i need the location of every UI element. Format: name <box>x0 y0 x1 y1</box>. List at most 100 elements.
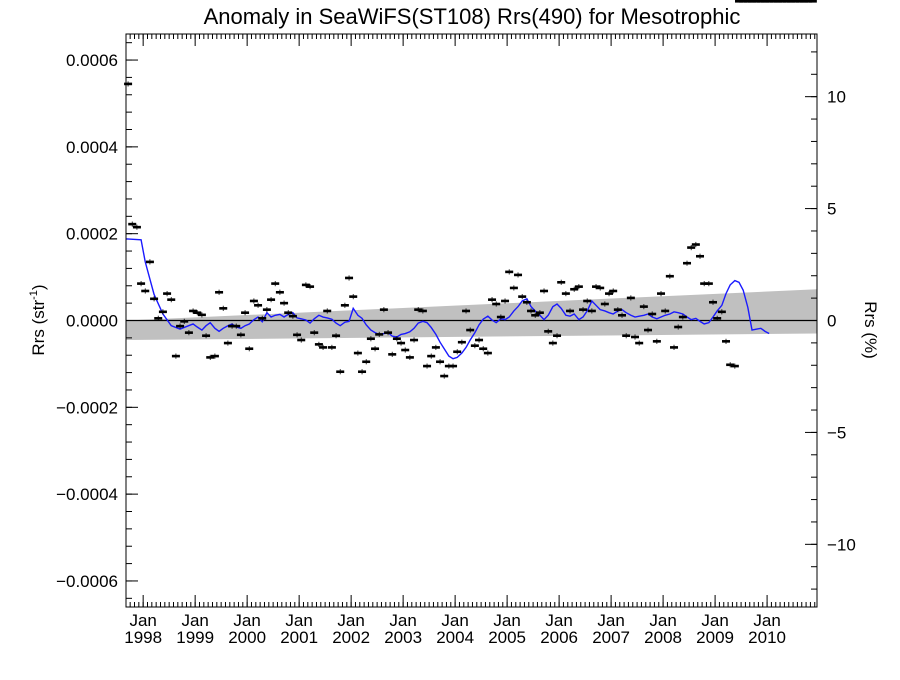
anomaly-point <box>258 315 267 321</box>
anomaly-point <box>496 314 505 320</box>
anomaly-point <box>353 350 362 356</box>
anomaly-point <box>414 307 423 313</box>
anomaly-point <box>232 323 241 329</box>
x-tick-year-label: 2008 <box>644 628 682 647</box>
left-axis-label-sup: -1 <box>28 290 40 300</box>
anomaly-point <box>193 310 202 316</box>
anomaly-point <box>301 282 310 288</box>
anomaly-point <box>492 301 501 307</box>
anomaly-point <box>275 289 284 295</box>
anomaly-point <box>808 0 817 3</box>
anomaly-point <box>483 350 492 356</box>
anomaly-point <box>566 308 575 314</box>
anomaly-point <box>648 311 657 317</box>
y2-tick-label: 0 <box>827 312 836 331</box>
anomaly-point <box>505 269 514 275</box>
x-tick-month-label: Jan <box>181 611 208 630</box>
anomaly-point <box>349 294 358 300</box>
anomaly-marker <box>787 0 795 3</box>
anomaly-point <box>392 336 401 342</box>
anomaly-point <box>379 307 388 313</box>
anomaly-point <box>202 333 211 339</box>
anomaly-point <box>700 280 709 287</box>
anomaly-point <box>678 314 687 320</box>
anomaly-point <box>297 337 306 343</box>
anomaly-point <box>613 307 622 313</box>
anomaly-point <box>319 344 328 351</box>
anomaly-point <box>145 259 154 265</box>
anomaly-point <box>254 302 263 308</box>
anomaly-point <box>778 0 787 3</box>
anomaly-point <box>223 340 232 346</box>
x-tick-year-label: 1998 <box>124 628 162 647</box>
anomaly-point <box>267 297 276 303</box>
anomaly-point <box>795 0 804 3</box>
x-tick-year-label: 2002 <box>332 628 370 647</box>
y-tick-label: 0.0002 <box>66 225 118 244</box>
x-tick-year-label: 2005 <box>488 628 526 647</box>
anomaly-point <box>397 340 406 346</box>
anomaly-point <box>670 344 679 351</box>
anomaly-point <box>522 299 531 305</box>
left-axis-label: Rrs (str-1) <box>28 284 48 355</box>
anomaly-point <box>323 308 332 314</box>
anomaly-marker <box>808 0 817 3</box>
x-tick-year-label: 2007 <box>592 628 630 647</box>
anomaly-marker <box>739 0 748 3</box>
anomaly-point <box>423 363 432 369</box>
chart-title: Anomaly in SeaWiFS(ST108) Rrs(490) for M… <box>204 4 741 29</box>
anomaly-point <box>713 315 722 321</box>
anomaly-point <box>366 336 375 342</box>
x-tick-year-label: 2010 <box>748 628 786 647</box>
anomaly-point <box>137 280 146 287</box>
anomaly-point <box>752 0 761 3</box>
anomaly-point <box>587 308 596 314</box>
anomaly-point <box>570 286 579 292</box>
anomaly-point <box>431 344 440 351</box>
x-tick-year-label: 2003 <box>384 628 422 647</box>
anomaly-point <box>427 353 436 359</box>
anomaly-point <box>739 0 748 3</box>
anomaly-point <box>652 338 661 344</box>
anomaly-point <box>518 294 527 300</box>
anomaly-marker <box>765 0 774 3</box>
anomaly-point <box>596 285 605 291</box>
y-tick-label: 0.0006 <box>66 51 118 70</box>
anomaly-point <box>197 312 206 318</box>
axes-layer: 0.0006 0.0004 0.0002 0.0000 −0.0002 −0.0004 −0… <box>56 33 856 647</box>
anomaly-point <box>730 363 739 369</box>
anomaly-point <box>371 346 380 352</box>
anomaly-point <box>457 339 466 345</box>
anomaly-point <box>171 353 180 359</box>
anomaly-points-layer <box>124 0 817 379</box>
anomaly-point <box>280 300 289 306</box>
anomaly-point <box>501 298 510 304</box>
anomaly-point <box>579 307 588 313</box>
anomaly-point <box>245 346 254 352</box>
anomaly-point <box>774 0 782 3</box>
anomaly-point <box>769 0 778 3</box>
anomaly-point <box>800 0 808 3</box>
anomaly-point <box>388 351 397 357</box>
anomaly-point <box>401 347 410 353</box>
y2-tick-label: −10 <box>827 535 856 554</box>
anomaly-point <box>340 302 349 308</box>
x-tick-month-label: Jan <box>129 611 156 630</box>
anomaly-point <box>726 362 735 368</box>
anomaly-point <box>150 296 159 302</box>
anomaly-point <box>561 290 570 297</box>
anomaly-point <box>631 334 640 340</box>
anomaly-point <box>509 285 518 291</box>
anomaly-point <box>592 284 601 290</box>
y-tick-label: −0.0002 <box>56 398 118 417</box>
anomaly-point <box>600 301 609 307</box>
x-tick-month-label: Jan <box>337 611 364 630</box>
anomaly-point <box>410 337 419 343</box>
anomaly-point <box>336 369 345 375</box>
svg-text:Rrs (str-1): Rrs (str-1) <box>28 284 48 355</box>
anomaly-point <box>249 298 258 304</box>
anomaly-point <box>691 241 700 248</box>
anomaly-point <box>358 369 367 375</box>
anomaly-point <box>332 333 341 339</box>
x-tick-month-label: Jan <box>441 611 468 630</box>
